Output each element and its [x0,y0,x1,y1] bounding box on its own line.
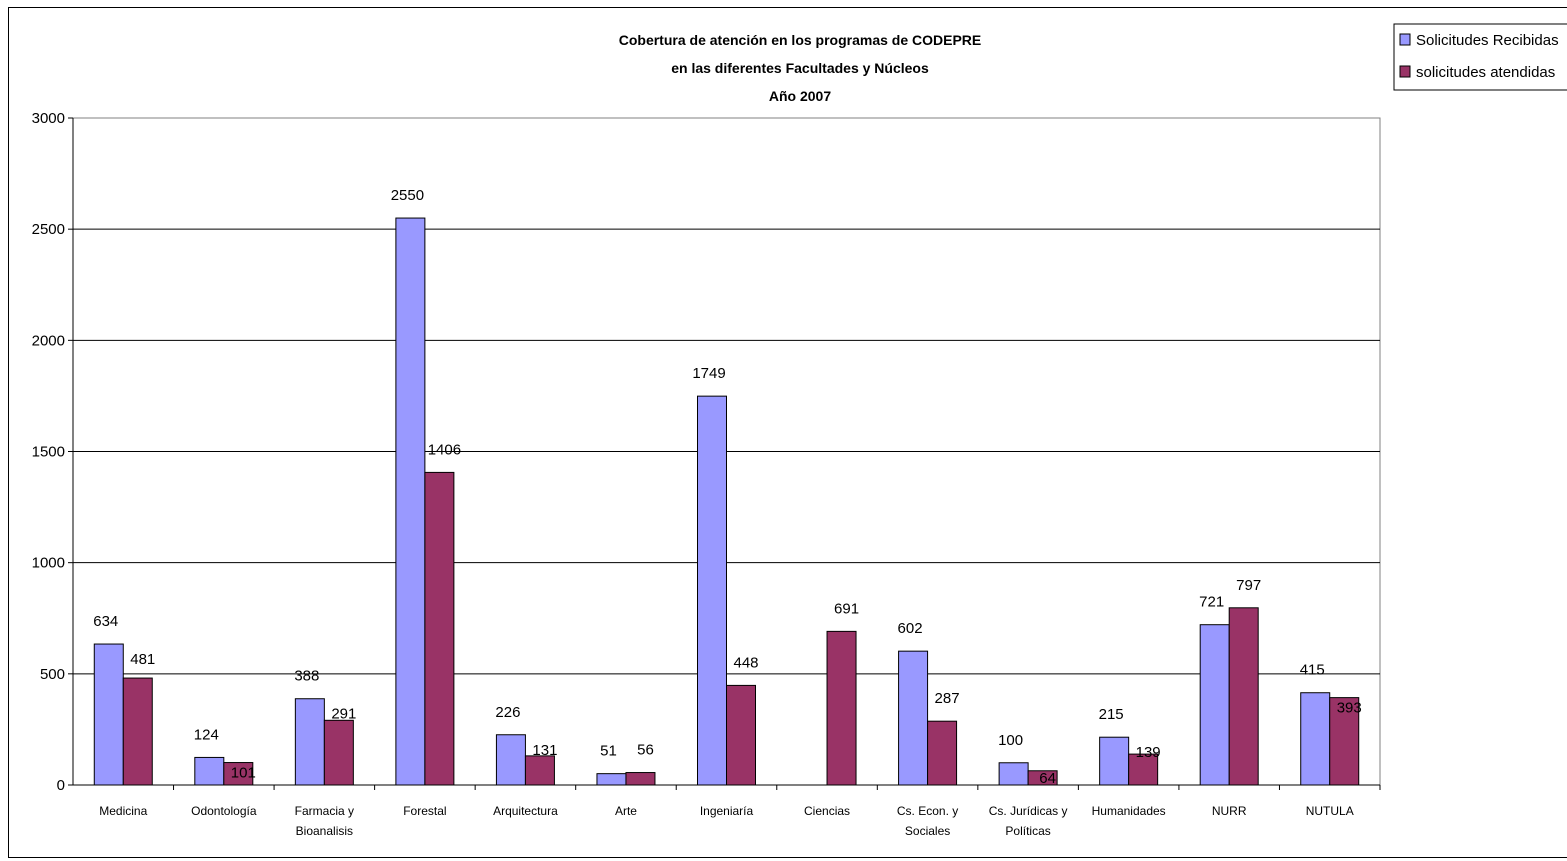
y-tick-label: 500 [40,666,65,683]
data-label: 287 [935,690,960,707]
bar [323,719,354,786]
x-tick-label: Medicina [99,804,147,818]
x-tick-label: Bioanalisis [296,824,353,838]
x-tick-label: NUTULA [1306,804,1354,818]
legend-label: Solicitudes Recibidas [1416,32,1559,49]
legend-swatch [1399,65,1411,78]
data-label: 691 [834,600,859,617]
data-label: 602 [898,620,923,637]
bar [898,650,929,786]
bar [826,630,857,786]
x-tick-label: Odontología [191,804,257,818]
y-tick-label: 3000 [32,110,65,127]
y-tick-label: 1000 [32,555,65,572]
bar [194,756,225,786]
bar [697,395,727,786]
bar [1329,697,1360,786]
data-label: 101 [231,764,256,781]
chart-title: Cobertura de atención en los programas d… [619,32,982,48]
x-tick-label: Arte [615,804,637,818]
bar [524,755,555,786]
data-label: 139 [1136,744,1161,761]
bar [726,684,756,786]
data-label: 393 [1337,700,1362,717]
chart-title: Año 2007 [769,88,831,104]
bar [93,643,124,786]
bar [1228,607,1259,786]
x-tick-label: Ingeniaría [700,804,754,818]
bar [223,762,254,786]
y-tick-label: 1500 [32,444,65,461]
legend-swatch [1399,33,1411,46]
x-tick-label: Humanidades [1092,804,1166,818]
x-tick-label: NURR [1212,804,1247,818]
data-label: 481 [130,651,155,668]
bar [927,720,958,786]
y-tick-label: 2000 [32,332,65,349]
data-label: 226 [495,704,520,721]
data-label: 388 [294,668,319,685]
bar [1300,692,1331,786]
data-label: 1749 [692,365,725,382]
bar [122,677,153,786]
bar [1099,736,1130,786]
y-tick-label: 0 [57,777,65,794]
data-label: 797 [1236,577,1261,594]
data-label: 448 [733,654,758,671]
x-tick-label: Forestal [403,804,446,818]
legend-box [1393,23,1567,91]
chart-frame [8,7,1567,858]
x-tick-label: Cs. Econ. y [897,804,958,818]
data-label: 64 [1039,770,1056,787]
data-label: 2550 [391,187,424,204]
x-tick-label: Ciencias [804,804,850,818]
x-tick-label: Políticas [1005,824,1050,838]
x-tick-label: Arquitectura [493,804,558,818]
data-label: 56 [637,742,654,759]
bar [596,773,627,786]
data-label: 131 [532,742,557,759]
x-tick-label: Cs. Jurídicas y [989,804,1068,818]
x-tick-label: Farmacia y [295,804,354,818]
data-label: 100 [998,732,1023,749]
bar [294,698,325,786]
bar [625,772,656,786]
data-label: 291 [331,706,356,723]
data-label: 415 [1300,662,1325,679]
data-label: 215 [1099,706,1124,723]
bar [1027,770,1058,786]
bar [495,734,526,786]
bar [395,217,426,786]
data-label: 721 [1199,594,1224,611]
bar [1128,753,1159,786]
chart-title: en las diferentes Facultades y Núcleos [671,60,929,76]
bar [998,762,1029,786]
data-label: 1406 [428,441,461,458]
x-tick-label: Sociales [905,824,950,838]
data-label: 634 [93,613,118,630]
y-tick-label: 2500 [32,221,65,238]
bar [424,471,455,786]
legend-label: solicitudes atendidas [1416,64,1555,81]
bar [1199,624,1230,786]
data-label: 124 [194,726,219,743]
data-label: 51 [600,743,617,760]
